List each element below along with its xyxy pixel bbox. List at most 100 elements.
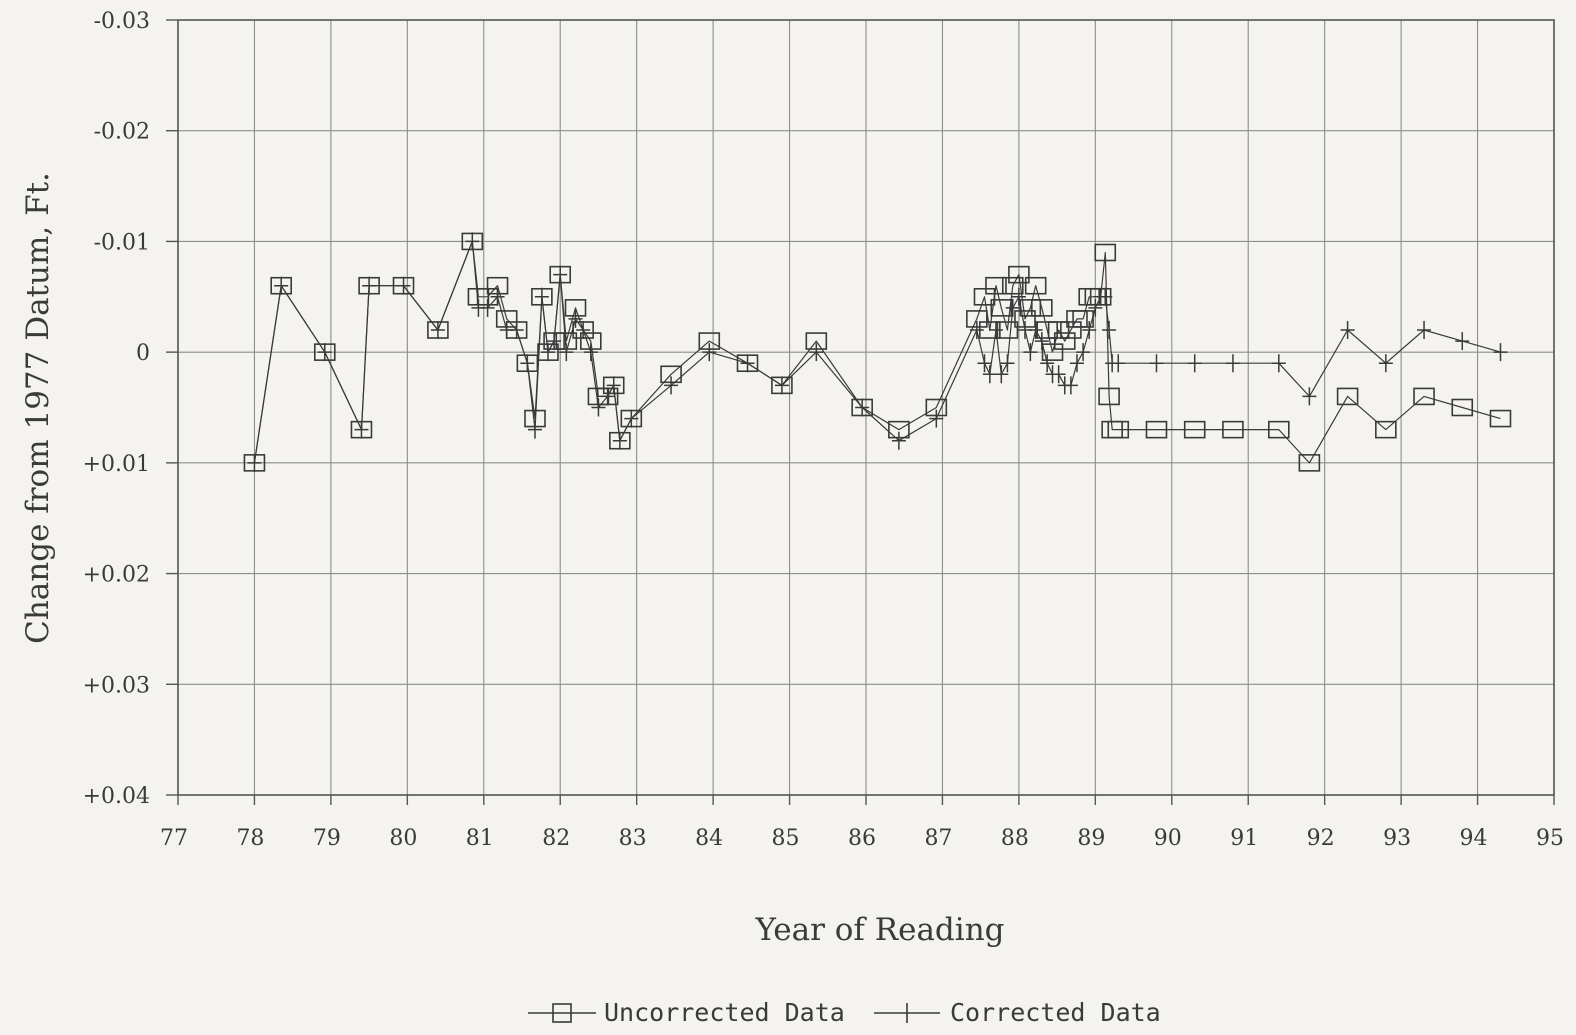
data-point-square <box>1098 387 1120 406</box>
data-point-plus <box>1149 354 1164 373</box>
data-point-plus <box>1271 354 1286 373</box>
data-point-plus <box>702 343 717 362</box>
data-point-square <box>1413 387 1435 406</box>
data-point-square <box>1145 420 1168 439</box>
data-point-plus <box>1040 354 1055 373</box>
x-tick-label: 95 <box>1536 826 1564 851</box>
data-point-plus <box>1005 298 1020 317</box>
legend-item-uncorrected: Uncorrected Data <box>528 998 845 1027</box>
x-tick-label: 83 <box>619 826 647 851</box>
data-point-plus <box>576 321 591 339</box>
data-point-plus <box>600 387 615 406</box>
data-point-square <box>1072 310 1094 328</box>
y-axis-ticks: -0.03 -0.02 -0.01 0 +0.01 +0.02 +0.03 +0.04 <box>83 9 178 809</box>
data-point-plus <box>1187 354 1202 373</box>
data-point-plus <box>1111 354 1126 373</box>
data-point-square <box>1041 343 1064 361</box>
grid <box>177 19 1555 796</box>
data-point-plus <box>1082 321 1097 339</box>
y-tick-label: +0.04 <box>83 784 150 809</box>
data-point-plus <box>855 398 870 417</box>
data-point-square <box>1001 276 1024 295</box>
x-tick-label: 82 <box>542 826 570 851</box>
data-point-plus <box>465 232 480 251</box>
x-tick-label: 92 <box>1307 826 1335 851</box>
data-point-plus <box>809 343 824 362</box>
data-point-plus <box>274 276 289 295</box>
data-point-square <box>1053 332 1076 350</box>
data-point-plus <box>1011 287 1026 306</box>
data-point-plus <box>480 298 495 317</box>
data-point-plus <box>1493 343 1508 362</box>
data-point-plus <box>969 321 984 339</box>
data-point-plus <box>624 409 639 428</box>
data-point-square <box>1094 243 1117 262</box>
x-tick-label: 85 <box>772 826 800 851</box>
data-point-plus <box>1063 376 1078 395</box>
data-point-plus <box>1051 365 1066 384</box>
data-point-plus <box>1302 387 1317 406</box>
data-point-plus <box>568 309 583 328</box>
data-point-plus <box>1340 321 1355 339</box>
data-point-plus <box>509 321 524 339</box>
x-tick-label: 81 <box>466 826 494 851</box>
data-point-plus <box>247 453 262 472</box>
data-point-plus <box>774 376 789 395</box>
data-point-plus <box>1102 321 1117 339</box>
x-axis-title: Year of Reading <box>755 912 1005 948</box>
data-point-plus <box>547 332 562 351</box>
y-tick-label: -0.01 <box>94 230 150 255</box>
data-point-plus <box>1378 354 1393 373</box>
data-point-plus <box>534 287 549 306</box>
series-line <box>253 240 1501 464</box>
legend-label-uncorrected: Uncorrected Data <box>604 998 845 1027</box>
data-point-plus <box>583 343 598 362</box>
data-point-plus <box>553 265 568 284</box>
y-tick-label: +0.02 <box>83 563 150 588</box>
data-point-plus <box>1225 354 1240 373</box>
data-point-plus <box>1023 343 1038 362</box>
x-tick-label: 93 <box>1383 826 1411 851</box>
data-point-square <box>1107 420 1130 439</box>
data-point-plus <box>1000 354 1015 373</box>
data-point-plus <box>354 420 369 439</box>
series-corrected <box>247 232 1508 472</box>
data-point-plus <box>1076 343 1091 362</box>
data-point-plus <box>994 365 1009 384</box>
legend-square-marker <box>552 1003 572 1023</box>
data-point-plus <box>490 287 505 306</box>
data-point-plus <box>1455 332 1470 351</box>
data-point-plus <box>540 343 555 362</box>
data-point-plus <box>520 354 535 373</box>
data-point-plus <box>1069 354 1084 373</box>
data-point-plus <box>1088 298 1103 317</box>
x-tick-label: 90 <box>1154 826 1182 851</box>
data-point-square <box>1024 276 1047 295</box>
data-point-square <box>1047 321 1070 339</box>
data-point-plus <box>664 376 679 395</box>
data-point-plus <box>1028 321 1043 339</box>
data-point-plus <box>591 398 606 417</box>
y-tick-label: +0.03 <box>83 673 150 698</box>
x-axis-ticks: 77 78 79 80 81 82 83 84 85 86 87 88 89 90 91 92 93 94 95 <box>160 795 1564 851</box>
x-tick-label: 84 <box>695 826 723 851</box>
data-point-plus <box>1098 287 1113 306</box>
data-point-square <box>985 276 1007 295</box>
y-axis-title: Change from 1977 Datum, Ft. <box>20 172 56 644</box>
data-point-plus <box>612 431 627 450</box>
data-point-plus <box>929 409 944 428</box>
data-point-square <box>1489 409 1512 428</box>
data-point-plus <box>559 343 574 362</box>
data-point-plus <box>606 376 621 395</box>
data-point-square <box>1268 420 1290 439</box>
data-point-plus <box>740 354 755 373</box>
data-point-square <box>1031 299 1053 317</box>
legend: Uncorrected Data Corrected Data <box>528 998 1161 1027</box>
data-point-square <box>1451 398 1474 417</box>
x-tick-label: 91 <box>1230 826 1258 851</box>
x-tick-label: 87 <box>924 826 952 851</box>
data-point-plus <box>317 343 332 362</box>
data-point-plus <box>527 420 542 439</box>
data-point-square <box>973 287 996 306</box>
